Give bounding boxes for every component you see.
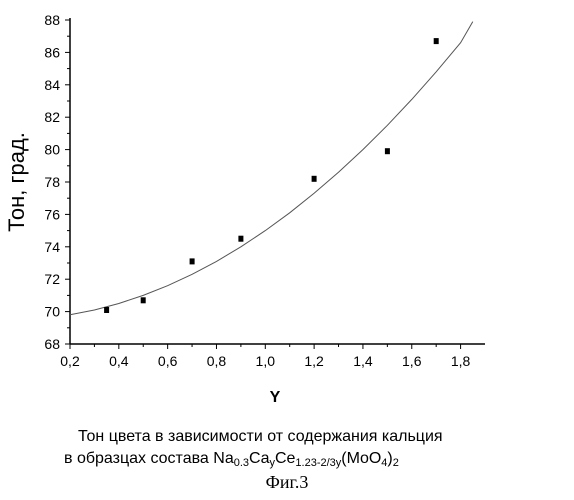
data-point [238,236,243,242]
x-tick-label: 1,8 [451,353,471,369]
y-tick-label: 86 [44,44,60,60]
y-tick-label: 72 [44,271,60,287]
y-tick-label: 88 [44,12,60,28]
x-tick-label: 1,6 [402,353,422,369]
y-tick-label: 76 [44,206,60,222]
x-tick-label: 0,8 [207,353,227,369]
y-tick-label: 80 [44,142,60,158]
x-tick-label: 1,2 [304,353,324,369]
y-tick-label: 78 [44,174,60,190]
caption-text: Ca [249,450,269,467]
data-point [141,297,146,303]
data-point [312,176,317,182]
y-tick-label: 82 [44,109,60,125]
x-tick-label: 0,2 [60,353,80,369]
caption-line-2: в образцах состава Na0.3CayCe1.23-2/3y(M… [64,450,574,469]
x-tick-label: 1,0 [256,353,276,369]
data-point [104,307,109,313]
x-axis-label: Y [270,389,281,406]
y-axis-ticks: 68 70 72 74 76 78 80 82 84 86 88 [44,12,70,352]
caption-text: в образцах состава Na [64,450,234,467]
data-point [385,148,390,154]
y-tick-label: 84 [44,77,60,93]
caption-subscript: 0.3 [234,457,249,469]
caption-subscript: 1.23-2/3y [295,457,341,469]
caption-subscript: 2 [393,457,399,469]
y-tick-label: 70 [44,304,60,320]
data-point [434,38,439,44]
axes [70,18,485,344]
y-tick-label: 74 [44,239,60,255]
data-points [104,38,439,313]
figure-label: Фиг.3 [0,472,574,493]
data-point [190,258,195,264]
y-tick-label: 68 [44,336,60,352]
x-axis-ticks: 0,2 0,4 0,6 0,8 1,0 1,2 1,4 1,6 1,8 [60,344,470,369]
caption-text: (MoO [341,450,381,467]
fit-curve-line [70,22,473,315]
scatter-chart: 0,2 0,4 0,6 0,8 1,0 1,2 1,4 1,6 1,8 68 70 72 74 76 78… [0,0,574,420]
caption-line-1: Тон цвета в зависимости от содержания ка… [78,428,574,446]
y-axis-label: Тон, град. [4,132,29,232]
caption-text: Ce [275,450,295,467]
x-tick-label: 0,4 [109,353,129,369]
x-tick-label: 1,4 [353,353,373,369]
x-tick-label: 0,6 [158,353,178,369]
